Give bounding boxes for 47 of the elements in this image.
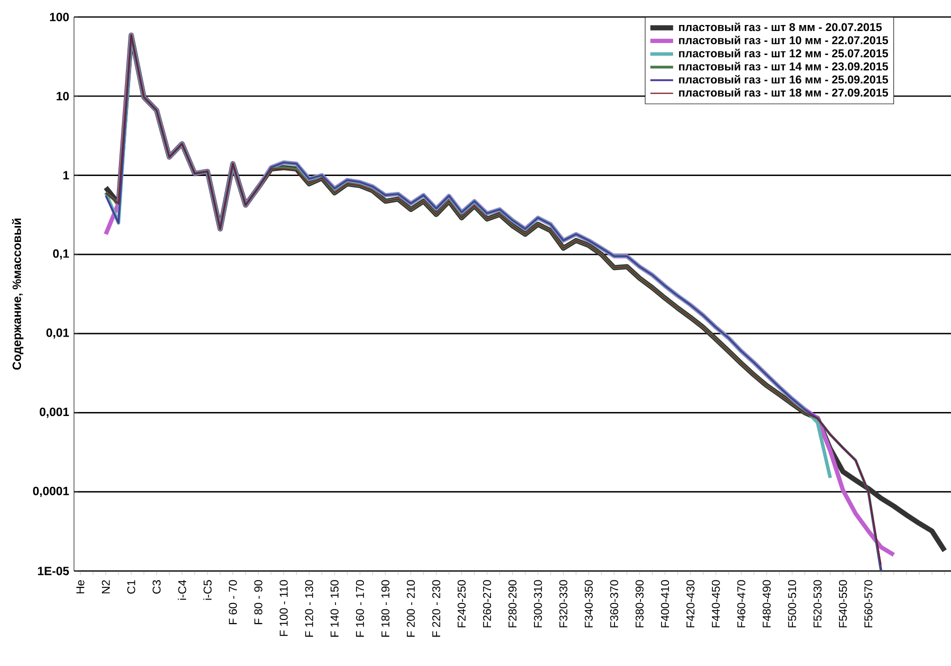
- x-tick-label: F420-430: [686, 580, 694, 628]
- legend-label: пластовый газ - шт 14 мм - 23.09.2015: [679, 62, 888, 70]
- x-tick-label: F 200 - 210: [406, 580, 415, 637]
- y-tick-label: 100: [50, 12, 69, 22]
- x-tick-label: F240-250: [458, 580, 466, 628]
- x-tick-label: F 140 - 150: [330, 580, 339, 637]
- x-tick-label: F500-510: [788, 580, 796, 628]
- x-tick-label: F400-410: [661, 580, 670, 628]
- y-tick-label: 1E-05: [38, 566, 69, 576]
- legend-label: пластовый газ - шт 18 мм - 27.09.2015: [679, 88, 888, 97]
- x-tick-label: F380-390: [636, 580, 644, 628]
- x-tick-label: F 100 - 110: [280, 580, 288, 636]
- x-tick-label: F560-570: [864, 580, 872, 628]
- x-tick-label: i-C5: [203, 580, 212, 600]
- legend-label: пластовый газ - шт 16 мм - 25.09.2015: [679, 75, 888, 84]
- x-tick-label: F440-450: [712, 580, 720, 628]
- x-tick-label: F320-330: [559, 580, 568, 628]
- y-tick-label: 0,001: [40, 408, 69, 418]
- x-tick-label: F460-470: [737, 580, 746, 628]
- x-tick-label: F280-290: [508, 580, 516, 628]
- x-tick-label: F520-530: [814, 580, 822, 628]
- x-tick-label: F340-350: [584, 580, 593, 628]
- x-tick-label: C1: [127, 580, 136, 594]
- x-tick-label: F 120 - 130: [305, 580, 314, 637]
- y-tick-label: 0,1: [53, 249, 69, 260]
- x-tick-label: F 180 - 190: [381, 580, 390, 637]
- y-tick-label: 0,0001: [33, 486, 69, 497]
- x-tick-label: F480-490: [762, 580, 771, 628]
- x-tick-label: F360-370: [610, 580, 618, 628]
- x-tick-label: He: [76, 580, 84, 594]
- legend-label: пластовый газ - шт 12 мм - 25.07.2015: [679, 48, 888, 58]
- x-tick-label: F300-310: [534, 580, 542, 628]
- y-tick-label: 1: [63, 171, 69, 180]
- y-axis-title: Содержание, %массовый: [12, 218, 24, 370]
- x-tick-label: F 80 - 90: [254, 580, 262, 624]
- x-tick-label: N2: [102, 580, 110, 594]
- x-tick-label: i-C4: [178, 580, 186, 600]
- x-tick-label: F540-550: [838, 580, 847, 628]
- x-tick-label: F 220 - 230: [432, 580, 440, 637]
- legend-label: пластовый газ - шт 10 мм - 22.07.2015: [679, 36, 888, 44]
- x-tick-label: F260-270: [483, 580, 492, 628]
- x-tick-label: F 60 - 70: [228, 580, 237, 624]
- y-tick-label: 10: [56, 92, 69, 100]
- x-tick-label: C3: [152, 580, 161, 594]
- x-tick-label: F 160 - 170: [356, 580, 364, 637]
- y-tick-label: 0,01: [46, 328, 69, 339]
- legend-label: пластовый газ - шт 8 мм - 20.07.2015: [679, 22, 882, 32]
